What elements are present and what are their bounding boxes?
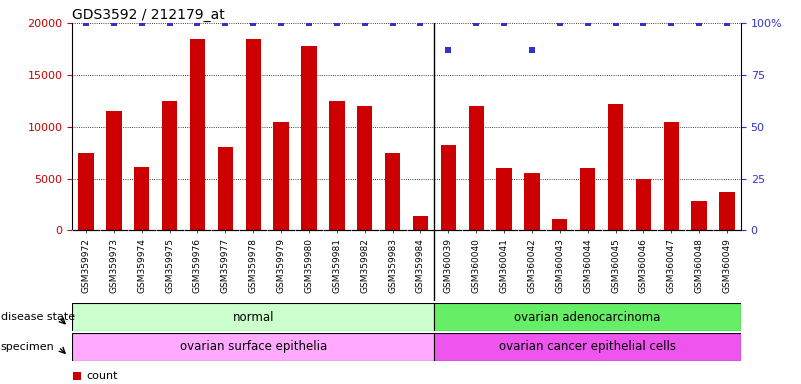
Bar bbox=[434, 333, 741, 361]
Bar bbox=[636, 179, 651, 230]
Bar bbox=[218, 147, 233, 230]
Text: specimen: specimen bbox=[1, 342, 54, 352]
Point bbox=[163, 20, 176, 26]
Point bbox=[637, 20, 650, 26]
Bar bbox=[78, 152, 94, 230]
Bar bbox=[524, 174, 540, 230]
Bar bbox=[329, 101, 344, 230]
Bar bbox=[413, 216, 428, 230]
Bar bbox=[72, 303, 434, 331]
Text: ovarian cancer epithelial cells: ovarian cancer epithelial cells bbox=[499, 340, 676, 353]
Bar bbox=[497, 168, 512, 230]
Point bbox=[442, 47, 455, 53]
Point bbox=[79, 20, 92, 26]
Point bbox=[449, 70, 461, 76]
Bar bbox=[552, 219, 567, 230]
Bar bbox=[441, 146, 456, 230]
Text: ovarian surface epithelia: ovarian surface epithelia bbox=[179, 340, 327, 353]
Point bbox=[497, 20, 510, 26]
Point bbox=[553, 20, 566, 26]
Bar bbox=[273, 121, 289, 230]
Point bbox=[107, 20, 120, 26]
Bar bbox=[469, 106, 484, 230]
Text: normal: normal bbox=[232, 311, 274, 324]
Point bbox=[582, 20, 594, 26]
Point bbox=[219, 20, 231, 26]
Text: GDS3592 / 212179_at: GDS3592 / 212179_at bbox=[72, 8, 225, 22]
Point bbox=[414, 20, 427, 26]
Bar bbox=[608, 104, 623, 230]
Bar bbox=[301, 46, 316, 230]
Bar bbox=[663, 121, 679, 230]
Point bbox=[609, 20, 622, 26]
Bar bbox=[385, 152, 400, 230]
Bar bbox=[162, 101, 177, 230]
Bar bbox=[691, 201, 706, 230]
Point bbox=[303, 20, 316, 26]
Point bbox=[247, 20, 260, 26]
Point bbox=[449, 280, 461, 286]
Bar bbox=[357, 106, 372, 230]
Bar bbox=[246, 39, 261, 230]
Point bbox=[693, 20, 706, 26]
Point bbox=[135, 20, 148, 26]
Point bbox=[469, 20, 482, 26]
Bar bbox=[190, 39, 205, 230]
Bar bbox=[580, 168, 595, 230]
Bar bbox=[134, 167, 150, 230]
Text: count: count bbox=[87, 371, 119, 381]
Bar bbox=[719, 192, 735, 230]
Point bbox=[665, 20, 678, 26]
Point bbox=[331, 20, 344, 26]
Point bbox=[525, 47, 538, 53]
Bar bbox=[72, 333, 434, 361]
Bar bbox=[434, 303, 741, 331]
Point bbox=[358, 20, 371, 26]
Point bbox=[721, 20, 734, 26]
Point bbox=[386, 20, 399, 26]
Point bbox=[275, 20, 288, 26]
Bar bbox=[107, 111, 122, 230]
Point bbox=[191, 20, 204, 26]
Text: ovarian adenocarcinoma: ovarian adenocarcinoma bbox=[514, 311, 661, 324]
Text: disease state: disease state bbox=[1, 312, 75, 322]
